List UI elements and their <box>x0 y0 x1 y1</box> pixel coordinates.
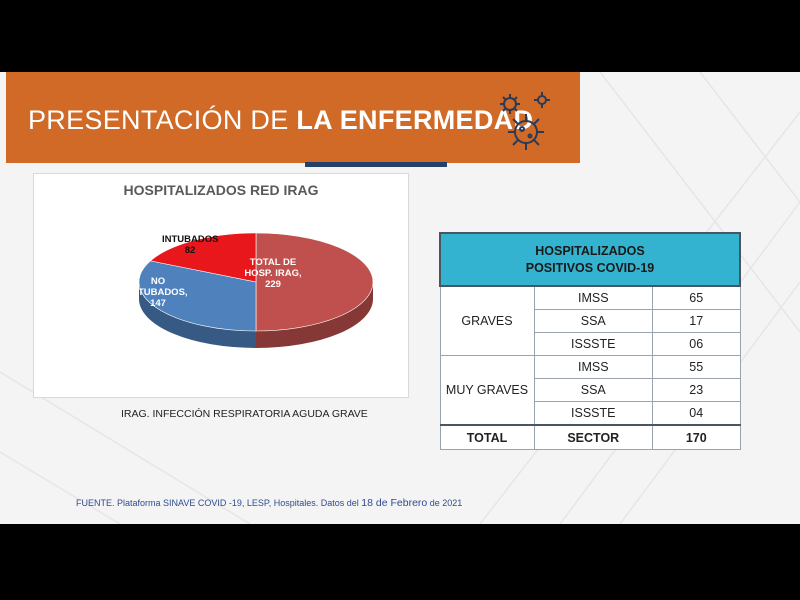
pie-slice <box>138 260 257 332</box>
label-total: TOTAL DE HOSP. IRAG, 229 <box>239 257 307 290</box>
label-int-value: 82 <box>184 245 196 256</box>
slide: PRESENTACIÓN DE LA ENFERMEDAD HOSPIT <box>0 72 800 524</box>
label-total-value: 229 <box>265 279 281 290</box>
label-no-intubados: NO INTUBADOS, 147 <box>120 276 196 309</box>
total-row: TOTAL SECTOR 170 <box>439 424 741 450</box>
label-no-value: 147 <box>150 298 166 309</box>
group-label: GRAVES <box>439 285 535 356</box>
source-date: 18 de Febrero <box>361 497 428 509</box>
value-cell: 65 <box>652 285 741 310</box>
table-row: GRAVES IMSS 65 <box>439 285 741 356</box>
label-no-line1: NO <box>150 276 166 287</box>
sector-cell: IMSS <box>533 285 654 310</box>
group-label: MUY GRAVES <box>439 355 535 426</box>
table-header-line2: POSITIVOS COVID-19 <box>525 260 655 275</box>
total-value: 170 <box>652 424 741 450</box>
chart-title: HOSPITALIZADOS RED IRAG <box>123 182 319 198</box>
total-sector: SECTOR <box>533 424 654 450</box>
table-row: MUY GRAVES IMSS 55 <box>439 355 741 426</box>
pie-slice <box>149 232 257 283</box>
label-intubados: INTUBADOS 82 <box>162 234 218 256</box>
pie-slice-side <box>256 282 373 348</box>
table-header-line1: HOSPITALIZADOS <box>535 243 645 258</box>
table-row: SSA 17 <box>440 309 741 333</box>
table-row: ISSSTE 04 <box>440 401 741 426</box>
source-note: FUENTE. Plataforma SINAVE COVID -19, LES… <box>76 497 462 509</box>
title-part2: LA ENFERMEDAD <box>296 105 534 135</box>
sector-cell: ISSSTE <box>533 401 654 426</box>
table-header: HOSPITALIZADOS POSITIVOS COVID-19 <box>439 232 741 287</box>
sector-cell: SSA <box>533 309 654 333</box>
footnote: IRAG. INFECCIÓN RESPIRATORIA AGUDA GRAVE <box>121 408 368 420</box>
value-cell: 06 <box>652 332 741 356</box>
label-int-line1: INTUBADOS <box>162 234 219 245</box>
value-cell: 23 <box>652 378 741 402</box>
sector-cell: SSA <box>533 378 654 402</box>
sector-cell: IMSS <box>533 355 654 379</box>
title-part1: PRESENTACIÓN DE <box>28 105 297 135</box>
label-no-line2: INTUBADOS, <box>128 287 188 298</box>
page-title: PRESENTACIÓN DE LA ENFERMEDAD <box>28 105 533 136</box>
value-cell: 04 <box>652 401 741 426</box>
table-row: ISSSTE 06 <box>440 332 741 356</box>
source-text2: de 2021 <box>427 498 463 508</box>
total-label: TOTAL <box>439 424 535 450</box>
hospitalizados-table: HOSPITALIZADOS POSITIVOS COVID-19 GRAVES… <box>439 232 741 450</box>
value-cell: 17 <box>652 309 741 333</box>
pie-slice-side <box>139 282 256 348</box>
sector-cell: ISSSTE <box>533 332 654 356</box>
pie-slice <box>255 232 374 332</box>
label-total-line2: HOSP. IRAG, <box>244 268 302 279</box>
pie-chart <box>138 232 374 348</box>
label-total-line1: TOTAL DE <box>249 257 297 268</box>
title-banner: PRESENTACIÓN DE LA ENFERMEDAD <box>6 72 580 163</box>
pie-chart-panel: HOSPITALIZADOS RED IRAG TOTAL DE HOSP. I… <box>33 173 409 398</box>
virus-icon <box>500 92 550 150</box>
accent-bar <box>305 162 447 167</box>
value-cell: 55 <box>652 355 741 379</box>
table-row: SSA 23 <box>440 378 741 402</box>
source-text1: FUENTE. Plataforma SINAVE COVID -19, LES… <box>76 498 362 508</box>
